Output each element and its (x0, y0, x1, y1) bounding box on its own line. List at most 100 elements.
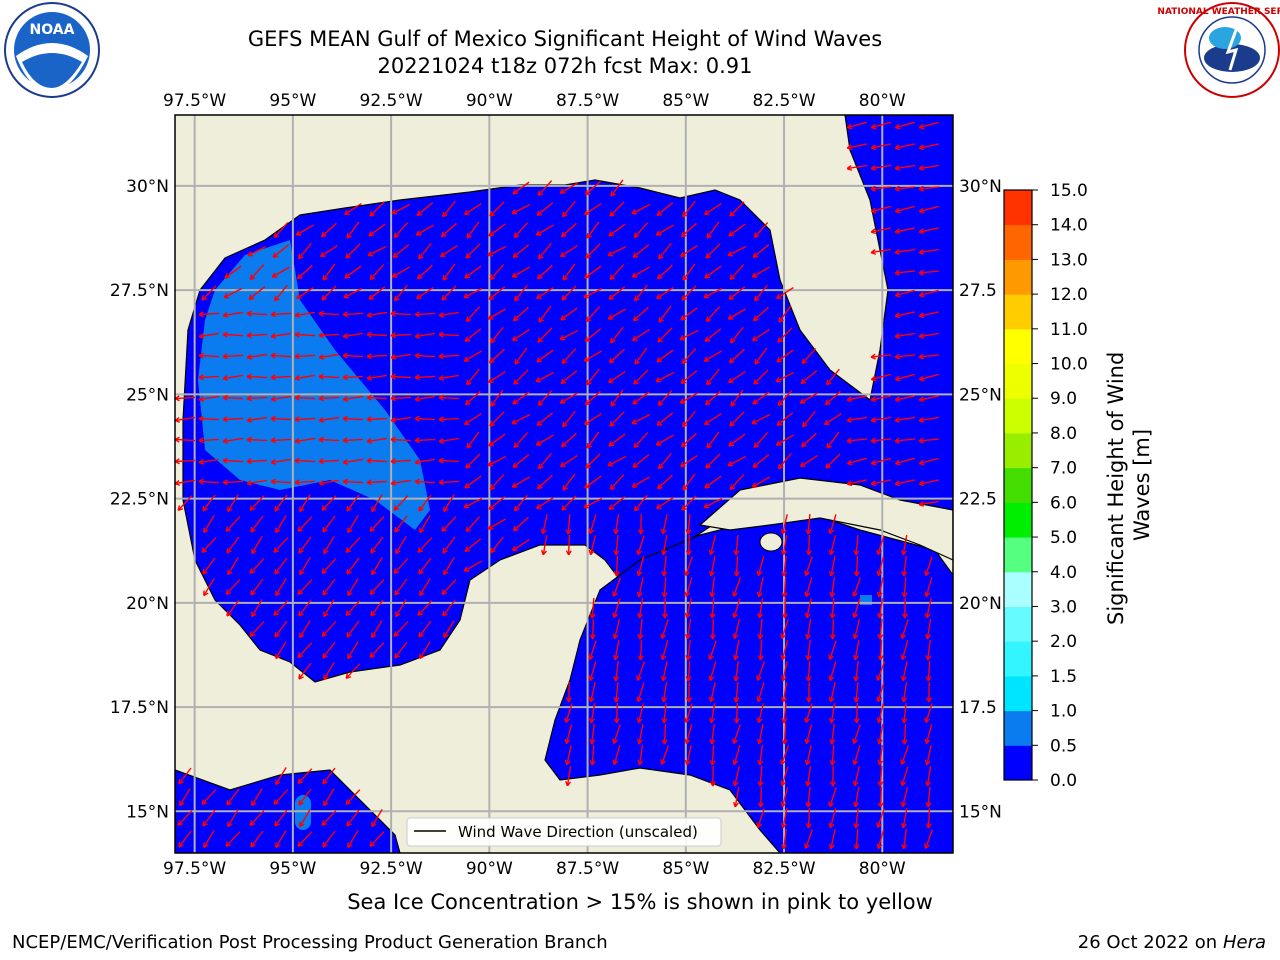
wave-arrow-27 (511, 203, 531, 215)
wave-arrow-136 (728, 286, 746, 300)
colorbar-segment-5 (1004, 571, 1032, 607)
wave-arrow-459 (201, 537, 217, 553)
wave-arrow-592 (369, 642, 385, 658)
wave-arrow-170 (246, 332, 268, 339)
wave-arrow-142 (222, 311, 243, 318)
wave-arrow-38 (894, 205, 915, 214)
wave-arrow-678 (612, 745, 621, 766)
lon-tick-top-7: 80°W (859, 91, 906, 111)
wave-arrow-73 (465, 243, 481, 259)
wave-arrow-54 (608, 223, 626, 237)
wave-arrow-126 (488, 286, 506, 300)
wave-arrow-529 (709, 576, 716, 598)
wave-arrow-123 (415, 286, 434, 300)
wave-arrow-384 (222, 479, 244, 486)
wave-arrow-505 (733, 555, 740, 577)
wave-arrow-329 (438, 437, 459, 444)
wave-arrow-676 (564, 745, 572, 766)
wave-arrow-58 (706, 221, 720, 239)
wave-arrow-237 (513, 369, 529, 385)
wave-arrow-255 (198, 395, 219, 402)
wave-arrow-83 (705, 243, 721, 259)
wave-arrow-234 (438, 374, 459, 381)
wave-arrow-437 (250, 515, 264, 533)
wave-arrow-280 (799, 392, 819, 404)
wave-arrow-378 (846, 457, 867, 466)
wave-arrow-25 (463, 202, 482, 216)
wave-arrow-447 (487, 518, 507, 530)
wave-arrow-249 (800, 370, 818, 384)
colorbar-segment-14 (1004, 259, 1032, 295)
wave-arrow-477 (636, 535, 645, 556)
wave-arrow-17 (870, 185, 892, 192)
wave-arrow-290 (270, 415, 292, 422)
footer-date: 26 Oct 2022 on Hera (1078, 932, 1266, 953)
wave-arrow-163 (727, 308, 747, 320)
wave-band-0.5m (198, 240, 430, 530)
wave-arrow-187 (657, 327, 673, 343)
wave-arrow-56 (655, 224, 675, 236)
wave-arrow-547 (417, 600, 433, 616)
colorbar-segment-12 (1004, 328, 1032, 365)
wave-arrow-440 (322, 515, 336, 533)
wave-arrow-197 (246, 353, 267, 360)
wave-arrow-241 (607, 370, 626, 384)
wave-arrow-712 (298, 788, 312, 806)
wave-arrow-599 (685, 639, 692, 661)
wave-arrow-209 (536, 349, 554, 363)
wave-arrow-232 (390, 373, 412, 380)
wave-arrow-656 (853, 702, 860, 724)
wave-arrow-14 (559, 182, 579, 194)
wave-arrow-154 (512, 306, 529, 322)
wave-arrow-304 (609, 411, 625, 427)
wave-arrow-707 (179, 788, 191, 807)
wave-arrow-53 (586, 221, 600, 239)
wave-arrow-369 (632, 454, 650, 468)
wave-arrow-552 (661, 597, 668, 619)
wave-arrow-3 (918, 121, 939, 130)
lon-tick-top-4: 87.5°W (556, 91, 619, 111)
wave-arrow-149 (390, 310, 412, 317)
wave-arrow-35 (703, 202, 722, 216)
wave-arrow-226 (246, 373, 268, 380)
wave-arrow-624 (853, 660, 860, 682)
wave-arrow-571 (418, 620, 432, 638)
wave-arrow-664 (661, 723, 668, 745)
wave-arrow-309 (729, 411, 745, 427)
wave-arrow-351 (198, 458, 219, 465)
wave-arrow-677 (589, 744, 596, 766)
wave-arrow-563 (924, 598, 932, 619)
wave-arrow-430 (634, 494, 648, 512)
wave-arrow-755 (901, 828, 908, 850)
wave-arrow-161 (680, 307, 698, 321)
wave-arrow-339 (680, 432, 697, 448)
wave-arrow-584 (852, 619, 861, 640)
wave-arrow-16 (610, 179, 624, 197)
wave-arrow-434 (918, 500, 939, 507)
wave-arrow-672 (852, 724, 861, 744)
colorbar-label-line2: Waves [m] (1130, 429, 1154, 541)
wave-arrow-610 (298, 662, 312, 680)
wave-arrow-199 (294, 353, 316, 360)
lon-tick-bottom-4: 87.5°W (556, 859, 619, 879)
wave-arrow-18 (894, 185, 916, 192)
wave-arrow-266 (464, 390, 481, 406)
colorbar-segment-4 (1004, 606, 1032, 642)
wave-arrow-364 (512, 454, 530, 468)
wave-arrow-242 (633, 369, 649, 385)
wave-arrow-120 (343, 287, 363, 299)
wave-arrow-140 (918, 289, 939, 298)
wave-arrow-733 (756, 808, 765, 828)
wave-arrow-535 (852, 577, 862, 597)
wave-arrow-501 (636, 556, 645, 577)
wave-arrow-299 (489, 411, 505, 427)
wave-arrow-201 (342, 352, 364, 359)
wave-arrow-46 (415, 224, 435, 236)
wave-arrow-279 (777, 390, 793, 407)
wave-arrow-381 (918, 457, 939, 466)
wave-arrow-328 (414, 437, 436, 444)
wave-arrow-295 (390, 416, 411, 423)
wave-arrow-418 (346, 494, 360, 512)
wave-arrow-426 (535, 496, 554, 510)
wave-arrow-595 (588, 640, 597, 660)
